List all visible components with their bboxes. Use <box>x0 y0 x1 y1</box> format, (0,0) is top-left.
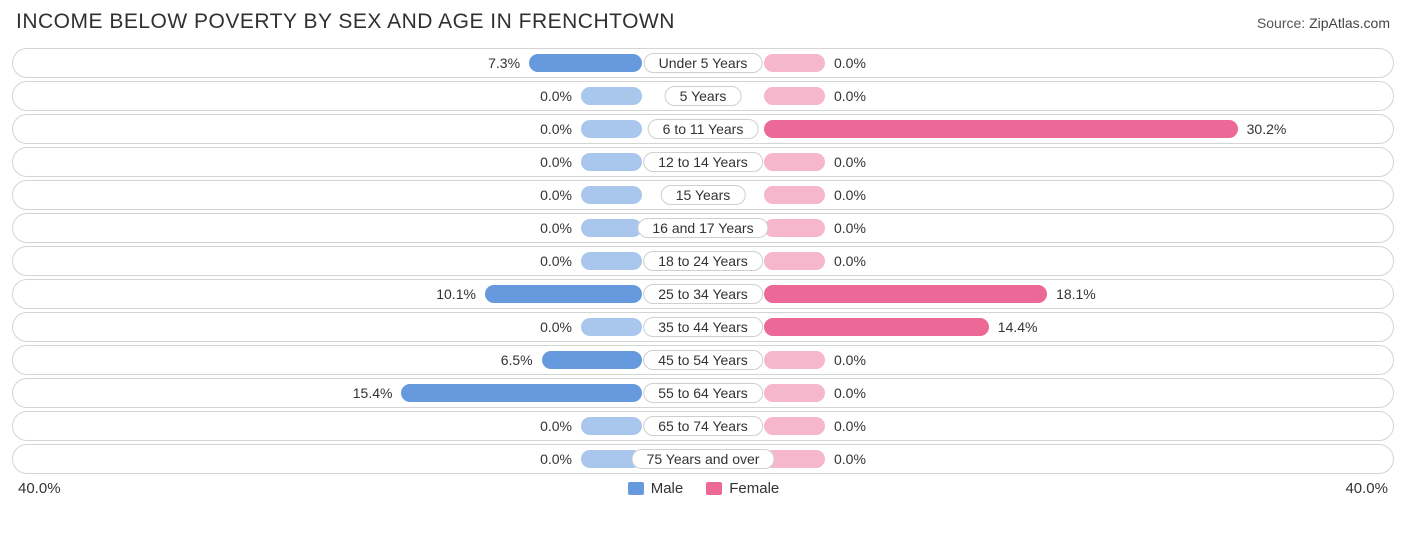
male-value: 0.0% <box>540 214 572 242</box>
table-row: 6.5% 0.0% 45 to 54 Years <box>12 345 1394 375</box>
female-value: 0.0% <box>834 82 866 110</box>
legend-male: Male <box>627 480 684 497</box>
male-value: 0.0% <box>540 412 572 440</box>
legend-female-label: Female <box>729 480 779 497</box>
male-value: 15.4% <box>353 379 393 407</box>
male-value: 10.1% <box>436 280 476 308</box>
age-label: 65 to 74 Years <box>643 416 763 436</box>
table-row: 0.0% 0.0% 16 and 17 Years <box>12 213 1394 243</box>
age-label: 15 Years <box>661 185 746 205</box>
female-value: 0.0% <box>834 346 866 374</box>
female-value: 0.0% <box>834 49 866 77</box>
axis-right-label: 40.0% <box>1345 480 1388 497</box>
female-value: 0.0% <box>834 412 866 440</box>
axis-left-label: 40.0% <box>18 480 61 497</box>
legend-male-label: Male <box>651 480 684 497</box>
header: INCOME BELOW POVERTY BY SEX AND AGE IN F… <box>12 10 1394 34</box>
legend-female: Female <box>705 480 779 497</box>
source-value: ZipAtlas.com <box>1309 15 1390 31</box>
male-value: 7.3% <box>488 49 520 77</box>
source: Source: ZipAtlas.com <box>1257 15 1390 31</box>
chart-rows: 7.3%0.0%Under 5 Years0.0%0.0%5 Years0.0%… <box>12 48 1394 474</box>
female-value: 14.4% <box>998 313 1038 341</box>
age-label: 6 to 11 Years <box>648 119 759 139</box>
legend: Male Female <box>627 480 780 497</box>
age-label: 55 to 64 Years <box>643 383 763 403</box>
table-row: 10.1% 18.1% 25 to 34 Years <box>12 279 1394 309</box>
male-swatch <box>627 481 645 496</box>
age-label: 18 to 24 Years <box>643 251 763 271</box>
table-row: 0.0% 0.0% 15 Years <box>12 180 1394 210</box>
table-row: 0.0% 0.0% 75 Years and over <box>12 444 1394 474</box>
table-row: 7.3% 0.0% Under 5 Years <box>12 48 1394 78</box>
male-value: 0.0% <box>540 115 572 143</box>
age-label: 45 to 54 Years <box>643 350 763 370</box>
male-value: 6.5% <box>501 346 533 374</box>
source-label: Source: <box>1257 15 1305 31</box>
female-value: 0.0% <box>834 445 866 473</box>
female-value: 0.0% <box>834 379 866 407</box>
female-value: 0.0% <box>834 214 866 242</box>
age-label: 16 and 17 Years <box>637 218 768 238</box>
age-label: Under 5 Years <box>644 53 763 73</box>
male-value: 0.0% <box>540 82 572 110</box>
age-label: 25 to 34 Years <box>643 284 763 304</box>
male-value: 0.0% <box>540 148 572 176</box>
axis-row: 40.0% Male Female 40.0% <box>12 480 1394 497</box>
age-label: 35 to 44 Years <box>643 317 763 337</box>
male-value: 0.0% <box>540 247 572 275</box>
table-row: 0.0% 30.2% 6 to 11 Years <box>12 114 1394 144</box>
table-row: 0.0% 0.0% 65 to 74 Years <box>12 411 1394 441</box>
chart-title: INCOME BELOW POVERTY BY SEX AND AGE IN F… <box>16 10 675 34</box>
female-value: 0.0% <box>834 181 866 209</box>
table-row: 0.0% 0.0% 5 Years <box>12 81 1394 111</box>
male-value: 0.0% <box>540 313 572 341</box>
female-swatch <box>705 481 723 496</box>
age-label: 12 to 14 Years <box>643 152 763 172</box>
table-row: 0.0% 0.0% 18 to 24 Years <box>12 246 1394 276</box>
table-row: 0.0% 14.4% 35 to 44 Years <box>12 312 1394 342</box>
female-value: 18.1% <box>1056 280 1096 308</box>
table-row: 15.4% 0.0% 55 to 64 Years <box>12 378 1394 408</box>
female-value: 30.2% <box>1247 115 1287 143</box>
male-value: 0.0% <box>540 445 572 473</box>
female-value: 0.0% <box>834 148 866 176</box>
female-value: 0.0% <box>834 247 866 275</box>
table-row: 0.0% 0.0% 12 to 14 Years <box>12 147 1394 177</box>
age-label: 75 Years and over <box>632 449 775 469</box>
male-value: 0.0% <box>540 181 572 209</box>
age-label: 5 Years <box>665 86 742 106</box>
chart-container: INCOME BELOW POVERTY BY SEX AND AGE IN F… <box>0 0 1406 558</box>
